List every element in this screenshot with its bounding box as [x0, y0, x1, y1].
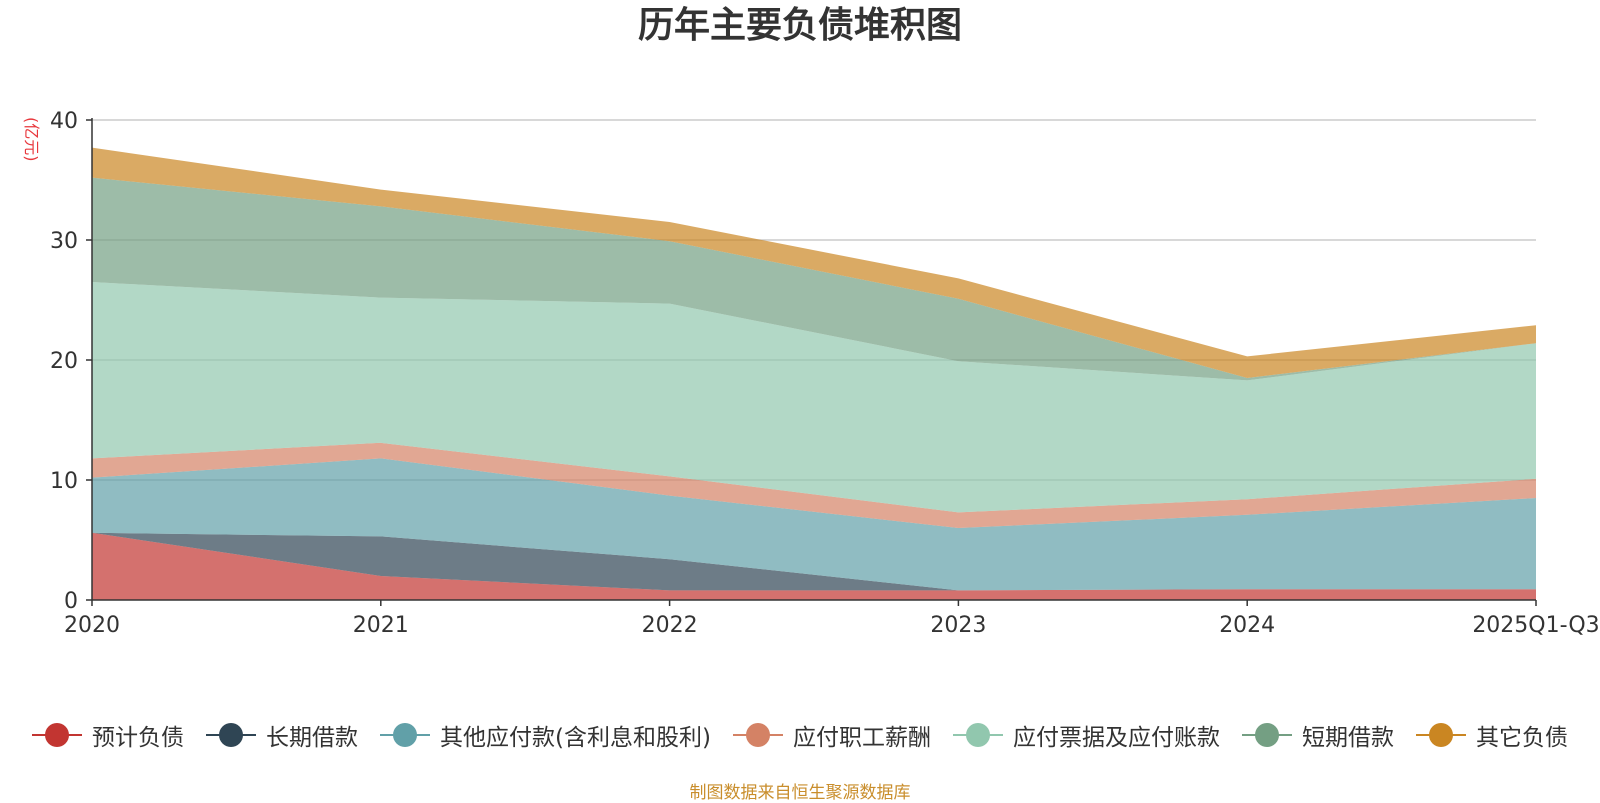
y-tick-label: 30	[50, 229, 78, 254]
legend-item[interactable]: 短期借款	[1241, 718, 1394, 752]
x-tick-label: 2022	[642, 613, 698, 638]
axes: 0 10 20 30 40 2020 2021 2022 2023 2024 2025Q1-Q3	[50, 109, 1600, 638]
data-source-note: 制图数据来自恒生聚源数据库	[689, 783, 911, 803]
legend-marker-icon	[952, 721, 1003, 749]
legend-item[interactable]: 其他应付款(含利息和股利)	[380, 718, 711, 752]
area-3	[92, 442, 1536, 528]
area-2	[92, 458, 1536, 591]
area-6	[92, 147, 1536, 378]
legend-marker-icon	[380, 721, 431, 749]
area-0	[92, 532, 1536, 600]
stacked-areas	[92, 147, 1536, 600]
legend-label: 应付职工薪酬	[792, 725, 931, 751]
legend-item[interactable]: 应付票据及应付账款	[952, 718, 1220, 752]
legend-label: 其它负债	[1475, 725, 1568, 751]
x-tick-label: 2020	[64, 613, 120, 638]
legend-item[interactable]: 其它负债	[1415, 718, 1568, 752]
y-tick-label: 0	[64, 589, 78, 614]
legend-label: 应付票据及应付账款	[1012, 725, 1220, 751]
legend-marker-icon	[1415, 721, 1466, 749]
legend-marker-icon	[732, 721, 783, 749]
legend-item[interactable]: 应付职工薪酬	[732, 718, 931, 752]
area-1	[92, 532, 1536, 591]
x-tick-label: 2025Q1-Q3	[1472, 613, 1599, 638]
legend-label: 短期借款	[1301, 725, 1394, 751]
legend-marker-icon	[32, 721, 83, 749]
legend-label: 其他应付款(含利息和股利)	[440, 725, 711, 751]
x-tick-label: 2021	[353, 613, 409, 638]
y-tick-label: 20	[50, 349, 78, 374]
area-4	[92, 282, 1536, 513]
legend-marker-icon	[1241, 721, 1292, 749]
legend-item[interactable]: 长期借款	[206, 718, 358, 752]
chart-title: 历年主要负债堆积图	[637, 5, 962, 46]
y-tick-label: 40	[50, 109, 78, 134]
x-tick-label: 2024	[1219, 613, 1275, 638]
legend: 预计负债 长期借款 其他应付款(含利息和股利) 应付职工薪酬 应付票据及应付账款 短期借款…	[0, 718, 1600, 752]
area-5	[92, 177, 1536, 381]
legend-label: 长期借款	[266, 725, 359, 751]
legend-item[interactable]: 预计负债	[32, 718, 184, 752]
legend-marker-icon	[206, 721, 257, 749]
legend-label: 预计负债	[92, 725, 185, 751]
x-tick-label: 2023	[930, 613, 986, 638]
y-tick-label: 10	[50, 469, 78, 494]
y-axis-label: (亿元)	[22, 117, 41, 162]
